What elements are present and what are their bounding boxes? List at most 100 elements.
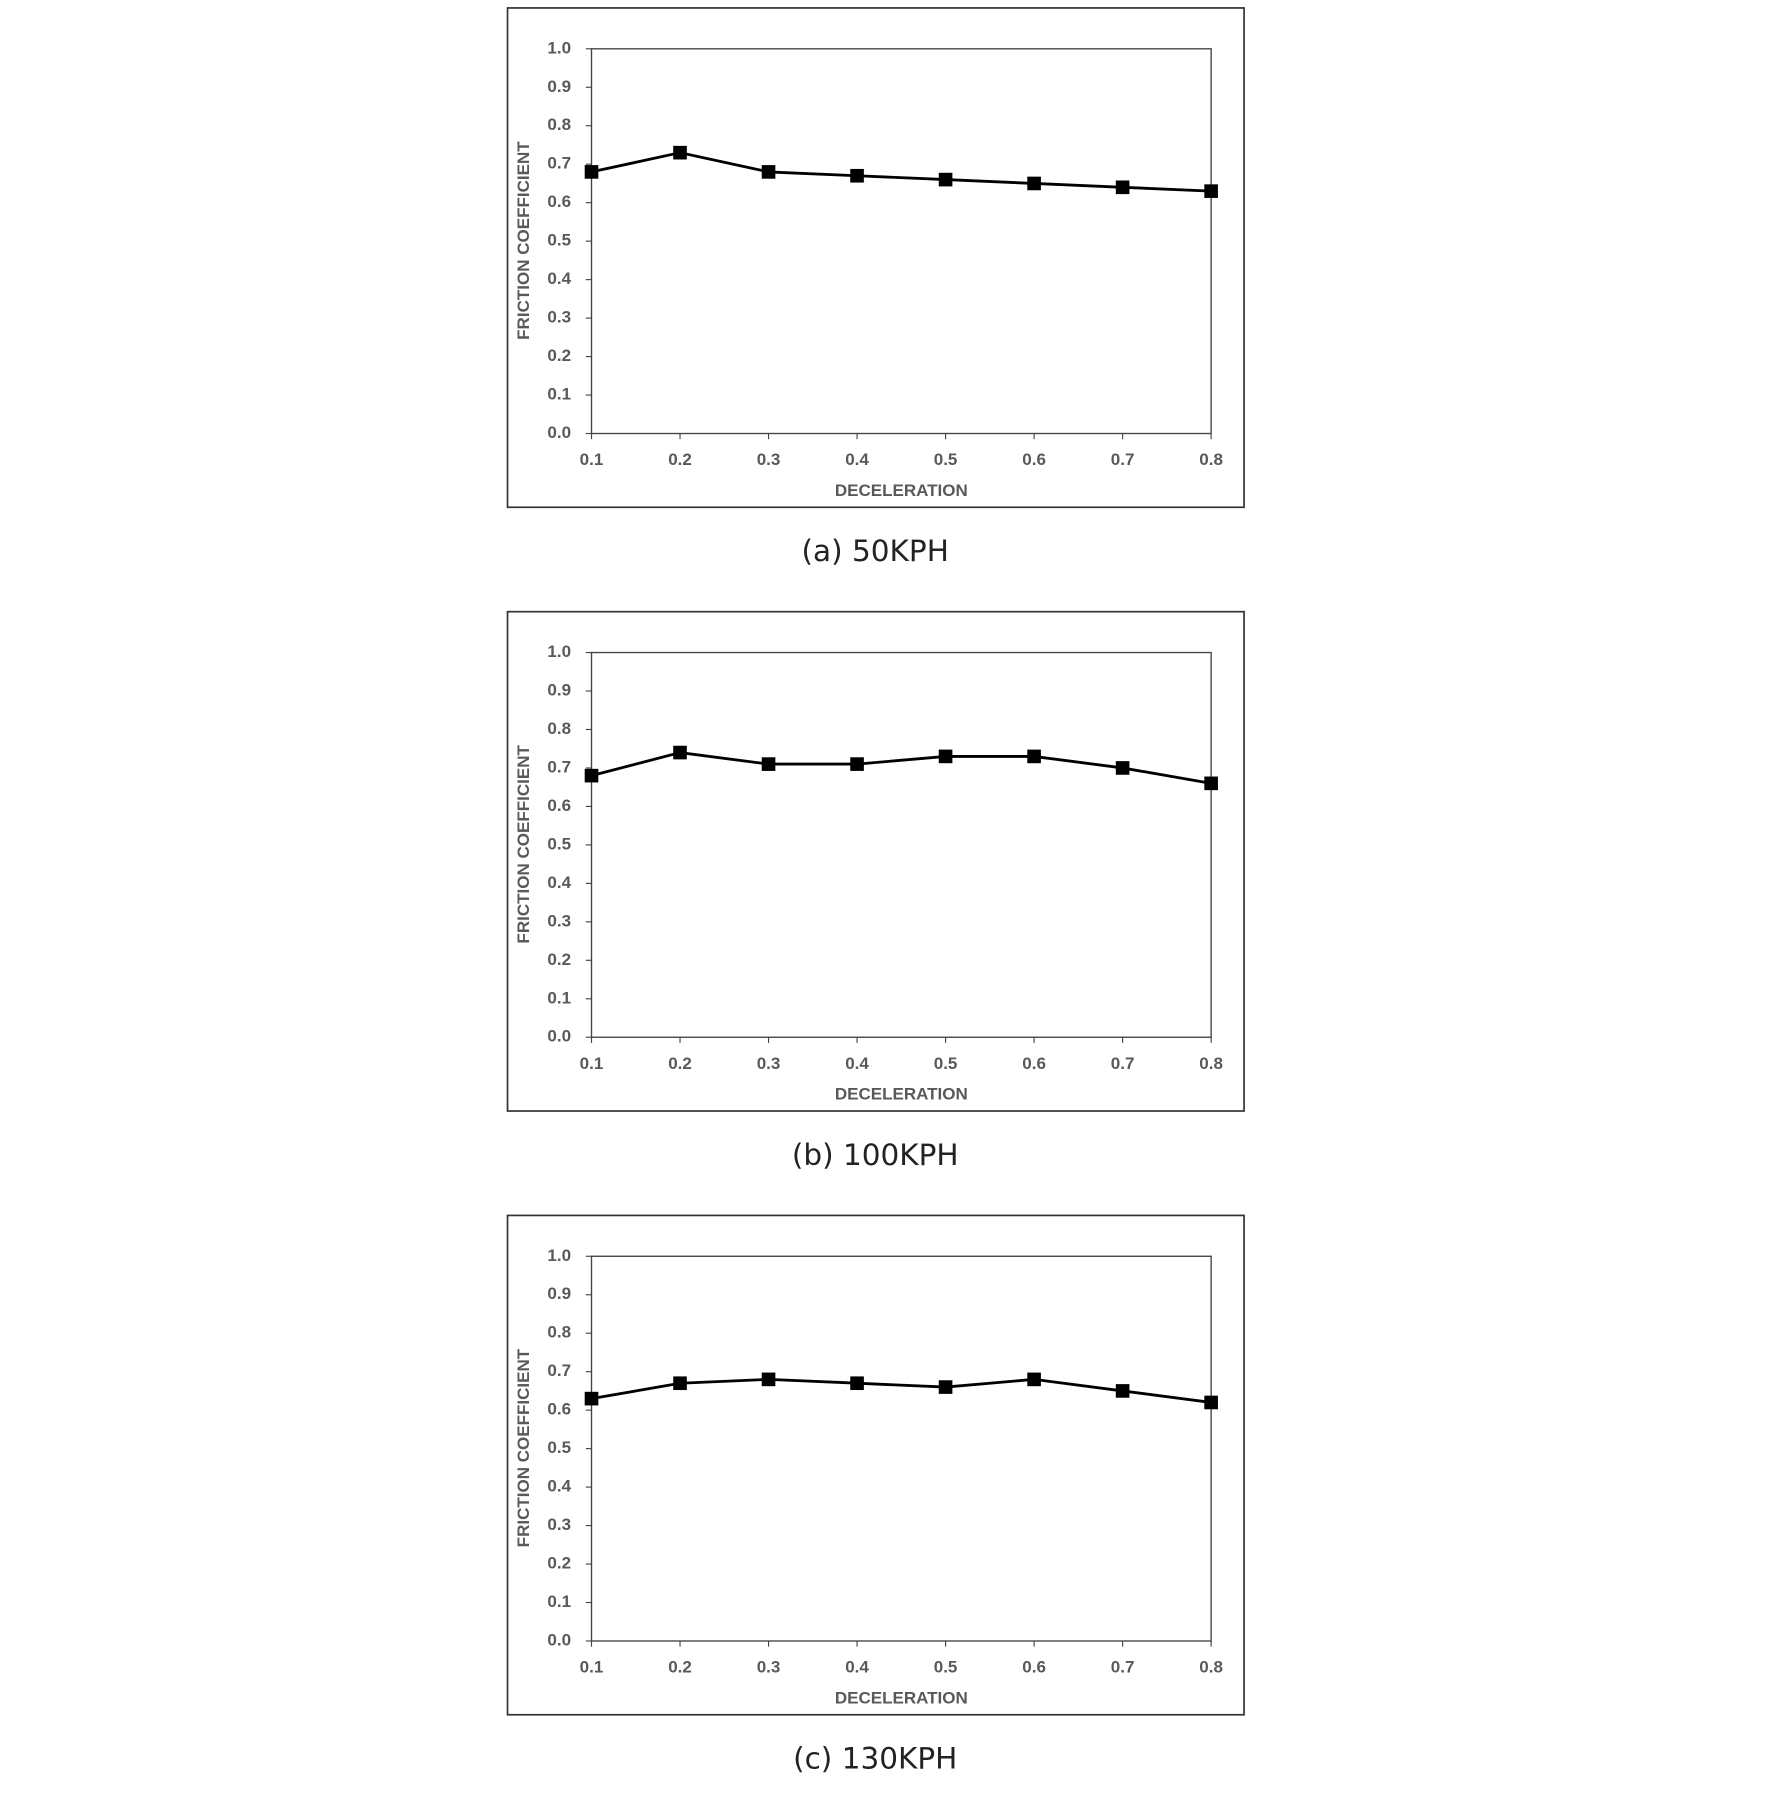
y-tick-label: 0.3 (547, 911, 571, 930)
marker (584, 165, 599, 179)
x-tick-label: 0.1 (580, 450, 604, 469)
y-tick-label: 0.0 (547, 1630, 571, 1649)
plot-area (590, 1255, 1212, 1642)
marker (1027, 749, 1041, 764)
marker (938, 172, 953, 187)
x-tick-label: 0.3 (757, 450, 781, 469)
chart-frame (506, 1214, 1245, 1716)
y-tick-label: 0.7 (547, 154, 571, 173)
x-tick-label: 0.5 (934, 1054, 958, 1073)
y-tick-label: 0.3 (547, 1515, 571, 1534)
marker (1115, 1384, 1130, 1398)
marker (1115, 180, 1130, 195)
data-line (591, 751, 1212, 785)
chart-frame (506, 7, 1245, 509)
marker (850, 168, 864, 183)
caption: (c) 130KPH (793, 1742, 957, 1776)
marker (1204, 776, 1218, 791)
marker (1115, 761, 1130, 775)
marker (850, 1376, 864, 1391)
x-tick-label: 0.4 (845, 1658, 869, 1677)
x-tick-label: 0.2 (668, 1054, 692, 1073)
y-tick-label: 0.6 (547, 1400, 571, 1419)
marker (673, 745, 687, 760)
marker (673, 1376, 687, 1391)
y-tick-label: 0.7 (547, 1361, 571, 1380)
x-tick-label: 0.3 (757, 1054, 781, 1073)
marker (584, 768, 599, 783)
y-tick-label: 0.5 (547, 1438, 571, 1457)
chart-frame (506, 610, 1245, 1112)
marker (1204, 1395, 1218, 1410)
y-tick-label: 1.0 (547, 38, 571, 57)
marker (850, 757, 864, 771)
y-tick-label: 0.2 (547, 1554, 571, 1573)
y-tick-label: 0.9 (547, 77, 571, 96)
y-tick-label: 0.9 (547, 1284, 571, 1303)
marker (1204, 184, 1218, 198)
chart: 0.0 0.1 0.2 0.3 0.4 0.5 0.6 0.7 0.8 0.9 1.0 0.1 0.2 0… (506, 610, 1245, 1172)
x-tick-label: 0.8 (1199, 1658, 1223, 1677)
marker (1027, 176, 1041, 191)
plot-area (590, 48, 1212, 435)
x-axis-label: DECELERATION (835, 481, 968, 500)
y-tick-label: 0.6 (547, 796, 571, 815)
x-tick-label: 0.4 (845, 1054, 869, 1073)
data-line (591, 1377, 1212, 1404)
x-tick-label: 0.4 (845, 450, 869, 469)
marker (584, 1391, 599, 1406)
marker (761, 165, 776, 179)
y-tick-label: 0.8 (547, 719, 571, 738)
marker (673, 145, 687, 160)
x-tick-label: 0.8 (1199, 450, 1223, 469)
x-tick-label: 0.5 (934, 1658, 958, 1677)
x-tick-label: 0.6 (1022, 450, 1046, 469)
marker (938, 749, 953, 764)
y-tick-label: 0.4 (547, 1477, 571, 1496)
marker (761, 757, 776, 771)
y-tick-label: 0.8 (547, 1323, 571, 1342)
marker (1027, 1372, 1041, 1387)
y-tick-label: 0.1 (547, 988, 571, 1007)
y-tick-label: 0.7 (547, 757, 571, 776)
y-tick-label: 0.4 (547, 269, 571, 288)
x-tick-label: 0.6 (1022, 1054, 1046, 1073)
y-tick-label: 0.2 (547, 950, 571, 969)
chart: 0.0 0.1 0.2 0.3 0.4 0.5 0.6 0.7 0.8 0.9 1.0 0.1 0.2 0… (506, 7, 1245, 568)
caption: (a) 50KPH (802, 534, 949, 568)
x-tick-label: 0.2 (668, 1658, 692, 1677)
marker (761, 1372, 776, 1387)
x-axis-label: DECELERATION (835, 1688, 968, 1707)
plot-area (590, 651, 1212, 1038)
y-tick-label: 0.0 (547, 1027, 571, 1046)
y-axis-label: FRICTION COEFFICIENT (514, 1348, 533, 1547)
y-tick-label: 1.0 (547, 642, 571, 661)
x-tick-label: 0.8 (1199, 1054, 1223, 1073)
y-tick-label: 1.0 (547, 1246, 571, 1265)
caption: (b) 100KPH (792, 1138, 959, 1172)
x-tick-label: 0.2 (668, 450, 692, 469)
x-tick-label: 0.7 (1111, 450, 1135, 469)
y-tick-label: 0.2 (547, 346, 571, 365)
x-tick-label: 0.5 (934, 450, 958, 469)
y-axis-label: FRICTION COEFFICIENT (514, 141, 533, 340)
y-tick-label: 0.1 (547, 1592, 571, 1611)
y-tick-label: 0.0 (547, 423, 571, 442)
data-line (591, 151, 1212, 193)
x-tick-label: 0.6 (1022, 1658, 1046, 1677)
marker (938, 1380, 953, 1394)
x-tick-label: 0.1 (580, 1054, 604, 1073)
y-tick-label: 0.5 (547, 231, 571, 250)
y-tick-label: 0.6 (547, 192, 571, 211)
y-tick-label: 0.3 (547, 308, 571, 327)
x-tick-label: 0.7 (1111, 1054, 1135, 1073)
x-tick-label: 0.1 (580, 1658, 604, 1677)
x-tick-label: 0.7 (1111, 1658, 1135, 1677)
y-tick-label: 0.4 (547, 873, 571, 892)
y-tick-label: 0.1 (547, 385, 571, 404)
y-tick-label: 0.5 (547, 834, 571, 853)
y-tick-label: 0.9 (547, 681, 571, 700)
x-axis-label: DECELERATION (835, 1085, 968, 1104)
x-tick-label: 0.3 (757, 1658, 781, 1677)
